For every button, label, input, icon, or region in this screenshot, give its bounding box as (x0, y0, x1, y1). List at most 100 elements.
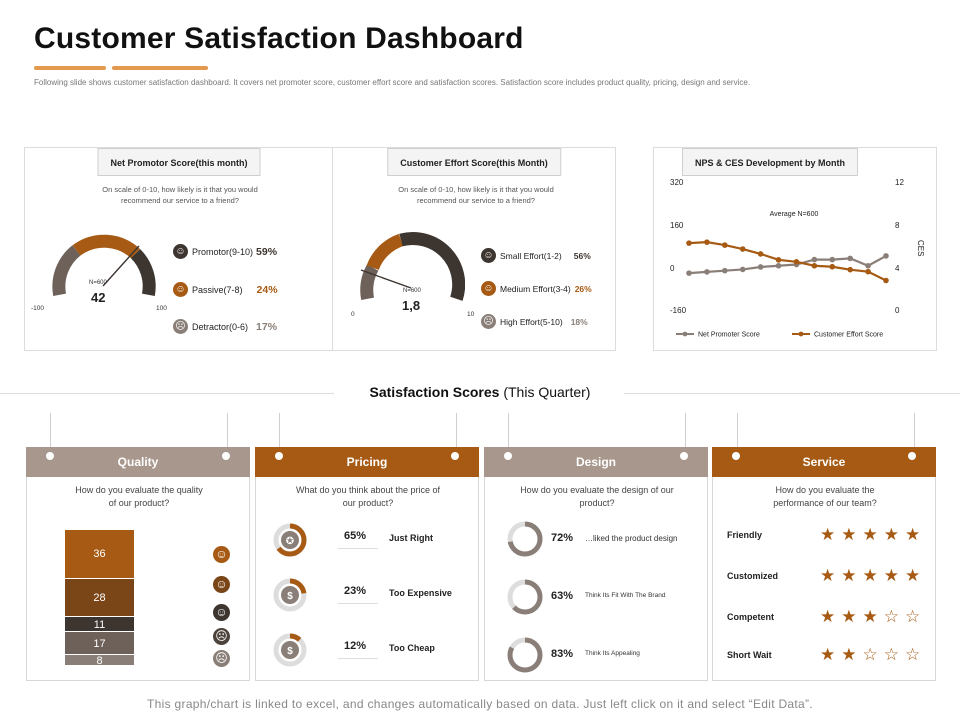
service-panel-header: Service (712, 447, 936, 477)
quality-bar-label: 17 (93, 637, 106, 650)
quality-bar-label: 28 (93, 591, 106, 604)
star-filled-icon: ★ (820, 566, 836, 585)
service-question: How do you evaluate the performance of o… (773, 485, 877, 508)
legend-marker (682, 331, 688, 337)
nps-legend-pct: 59% (256, 245, 278, 258)
data-point (722, 242, 728, 248)
legend-label: Net Promoter Score (698, 332, 760, 339)
pricing-value: 12% (344, 640, 367, 652)
quality-bar-segment: 36 (65, 530, 134, 579)
data-point (883, 277, 889, 284)
data-point (847, 255, 853, 262)
design-donut (507, 637, 543, 673)
ces-legend-label: Medium Effort(3-4) (500, 283, 571, 294)
design-label: Think Its Fit With The Brand (585, 592, 666, 599)
medal-icon (281, 531, 299, 549)
happy-face-icon: ☺ (213, 546, 230, 563)
trend-card-title: NPS & CES Development by Month (681, 148, 859, 176)
data-point (775, 257, 782, 263)
neutral-face-icon: ☺ (173, 282, 188, 297)
nps-legend-label: Promotor(9-10) (192, 246, 254, 257)
data-point (686, 270, 692, 276)
nps-legend-pct: 24% (256, 283, 278, 296)
connector-line (50, 413, 51, 453)
quality-panel-title: Quality (117, 455, 159, 469)
y2-tick-label: 12 (895, 178, 904, 187)
star-empty-icon: ☆ (862, 645, 878, 664)
nps-value: 42 (91, 290, 106, 305)
pricing-value: 65% (344, 530, 367, 542)
ces-max-label: 10 (467, 311, 475, 318)
connector-line (508, 413, 509, 453)
y2-tick-label: 4 (895, 264, 900, 273)
donut-fill (507, 521, 543, 557)
design-panel-header: Design (484, 447, 708, 477)
pricing-underline (338, 548, 378, 549)
y2-tick-label: 8 (895, 221, 900, 230)
medal-icon-glyph: ✪ (286, 536, 294, 547)
quality-bar-segment: 17 (65, 632, 134, 656)
nps-legend-pct: 17% (256, 320, 278, 333)
data-point (686, 240, 692, 246)
header-dot (275, 452, 283, 460)
trend-card: NPS & CES Development by Month 320 160 0 -1… (653, 147, 937, 351)
service-star-rating: ★ ★ ★ ☆ ☆ (820, 607, 920, 627)
data-point (829, 256, 836, 263)
donut-fill (273, 578, 307, 612)
pricing-label: Too Expensive (389, 588, 452, 598)
y-tick-label: 160 (670, 221, 684, 230)
star-filled-icon: ★ (820, 645, 836, 664)
connector-line (737, 413, 738, 453)
section-title-rest: (This Quarter) (499, 384, 591, 400)
nps-gauge-passive-arc (52, 245, 81, 296)
quality-faces: ☺ ☺ ☺ ☹ ☹ (213, 546, 233, 670)
nps-min-label: -100 (31, 305, 45, 312)
star-filled-icon: ★ (841, 607, 857, 626)
service-items: Friendly ★ ★ ★ ★ ★ Customized ★ ★ ★ ★ ★ Competent ★ ★ ★… (713, 448, 937, 682)
pricing-panel-header: Pricing (255, 447, 479, 477)
ces-legend-pct: 18% (570, 316, 588, 327)
data-point (811, 256, 818, 263)
y-tick-label: -160 (670, 306, 687, 315)
neutral-face-icon: ☺ (481, 281, 496, 296)
nps-legend-label: Passive(7-8) (192, 284, 243, 295)
design-items: 72% …liked the product design 63% Think Its… (485, 448, 709, 682)
data-point (847, 266, 853, 273)
ces-card-title: Customer Effort Score(this Month) (387, 148, 561, 176)
nps-legend-passive: ☺ Passive(7-8) 24% (173, 282, 278, 297)
pricing-donut: ✪ (273, 523, 307, 557)
design-label: Think Its Appealing (585, 650, 640, 657)
sad-face-icon: ☹ (213, 650, 230, 667)
y-tick-label: 320 (670, 178, 684, 187)
neutral-face-icon: ☺ (213, 604, 230, 621)
service-label: Short Wait (727, 650, 772, 660)
header-dot (732, 452, 740, 460)
header-dot (680, 452, 688, 460)
series-line (688, 241, 887, 282)
ces-gauge-small-arc (360, 264, 379, 301)
connector-line (685, 413, 686, 453)
nps-gauge-needle (102, 245, 140, 287)
smile-face-icon: ☺ (213, 576, 230, 593)
header-dot (222, 452, 230, 460)
star-filled-icon: ★ (905, 566, 921, 585)
star-filled-icon: ★ (862, 525, 878, 544)
data-point (793, 259, 800, 265)
donut-fill (273, 523, 307, 557)
data-point (829, 263, 836, 270)
donut-fill (507, 637, 543, 673)
data-point (739, 246, 746, 252)
star-filled-icon: ★ (905, 525, 921, 544)
ces-value: 1,8 (402, 298, 421, 313)
quality-bar-segment: 28 (65, 578, 134, 618)
section-title-bold: Satisfaction Scores (369, 384, 500, 400)
service-label: Friendly (727, 530, 763, 540)
data-point (739, 266, 746, 273)
donut-fill (507, 579, 543, 615)
quality-panel: Quality How do you evaluate the quality … (26, 447, 250, 681)
connector-line (227, 413, 228, 453)
pricing-underline (338, 603, 378, 604)
service-star-rating: ★ ★ ☆ ☆ ☆ (820, 645, 920, 665)
pricing-donut: $ (273, 633, 307, 667)
quality-bar-segment: 11 (65, 617, 134, 632)
